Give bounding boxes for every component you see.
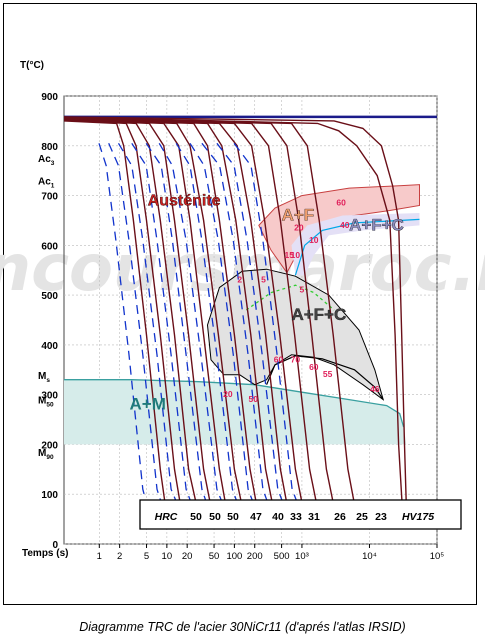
y-axis-label: T(°C) [20,60,44,71]
region-value: 15 [285,250,295,260]
phase-labels: Austénite A+F A+F+C A+F+C A+M [130,192,405,414]
cooling-curve-dashed [175,142,242,515]
region-value: 50 [248,394,258,404]
figure-caption: Diagramme TRC de l'acier 30NiCr11 (d'apr… [79,620,406,634]
y-tick-label: 600 [41,241,58,252]
hardness-label-left: HRC [155,511,178,523]
phase-label: A+F+C [349,215,404,234]
cooling-curve-dashed [201,142,273,515]
x-tick-label: 100 [226,551,242,562]
region-value: 20 [223,389,233,399]
region-value: 55 [323,369,333,379]
region-value: 5 [261,275,266,285]
hardness-value: 31 [308,511,320,523]
x-tick-label: 1 [97,551,102,562]
hardness-value: 50 [227,511,239,523]
cooling-curve-dashed [158,142,228,515]
region-value: 40 [340,220,350,230]
cooling-curve [64,116,405,530]
region-value: 5 [300,285,305,295]
x-tick-label: 200 [247,551,263,562]
cooling-curve [64,119,200,517]
hardness-value: 33 [290,511,302,523]
cooling-curves [64,116,408,530]
bainite-inner-boundary [266,355,384,400]
cooling-curve-dashed [145,142,211,515]
y-tick-label: 200 [41,440,58,451]
y-tick-label: 500 [41,291,58,302]
cooling-curve-dashed [189,142,259,515]
hardness-value: 25 [356,511,368,523]
hardness-value: 50 [190,511,202,523]
region-value: 60 [336,198,346,208]
region-value: 46 [370,384,380,394]
region-a-f-c-upper [291,213,420,276]
x-tick-label: 5 [144,551,149,562]
hardness-label-right: HV175 [402,511,434,523]
phase-label: A+F+C [291,305,346,324]
region-a-plus-m [64,379,407,445]
cooling-curve [64,119,184,517]
hardness-value: 26 [334,511,346,523]
hardness-box: HRC 50 50 50 47 40 33 31 26 25 23 HV175 [139,499,462,530]
x-tick-label: 2 [117,551,122,562]
x-tick-label: 50 [209,551,220,562]
x-tick-label: 20 [182,551,193,562]
cyan-boundary [294,218,420,276]
cooling-curve-dashed [216,142,288,515]
y-tick-label: 900 [41,92,58,103]
cooling-curve [64,118,229,517]
y-tick-label: 700 [41,192,58,203]
region-value: 10 [309,235,319,245]
hardness-value: 40 [272,511,284,523]
phase-regions [64,115,437,445]
hardness-value: 23 [375,511,387,523]
y-tick-label: 400 [41,341,58,352]
cooling-curve-dashed [98,143,150,515]
cooling-curve-dashed [117,142,183,515]
cooling-curve-dashed [108,143,166,515]
x-tick-label: 10³ [295,551,309,562]
x-tick-label: 10 [162,551,173,562]
y-tick-label: 100 [41,490,58,501]
cooling-curve-dashed [131,142,196,515]
x-tick-label: 500 [274,551,290,562]
phase-label: A+M [130,395,166,414]
region-a-plus-f [258,184,420,274]
green-dashed-boundary [245,284,335,311]
cooling-curve [64,118,214,517]
x-axis-label: Temps (s) [22,548,69,559]
cooling-curve-dashed [233,142,303,515]
hardness-value: 50 [209,511,221,523]
y-tick-label: 300 [41,391,58,402]
x-tick-label: 10⁴ [362,551,377,562]
region-value: 60 [309,362,319,372]
phase-label: A+F [282,205,315,224]
y-tick-label: 0 [52,540,58,551]
region-value: 2 [237,275,242,285]
ms-boundary [64,379,405,428]
cooling-curve [64,116,408,530]
hardness-value: 47 [250,511,262,523]
region-value: 20 [294,222,304,232]
figure-frame [3,3,477,605]
region-value: 70 [291,354,301,364]
region-value: 10 [291,250,301,260]
phase-label: Austénite [148,193,221,210]
reference-label: Ac3 [38,154,55,167]
reference-label: Ms [38,371,50,384]
y-tick-label: 800 [41,142,58,153]
cooling-curve [64,120,168,517]
reference-label: Ac1 [38,177,55,190]
x-tick-label: 10⁵ [430,551,445,562]
region-value: 60 [274,354,284,364]
